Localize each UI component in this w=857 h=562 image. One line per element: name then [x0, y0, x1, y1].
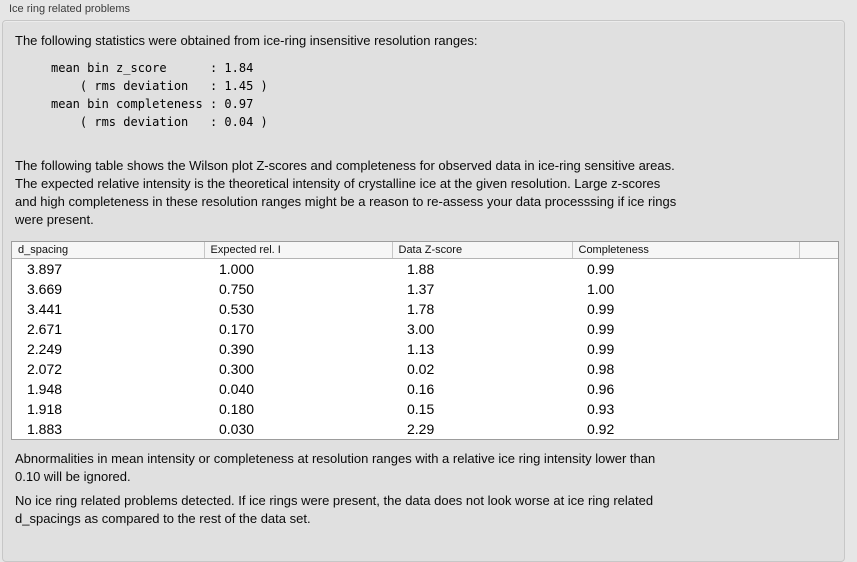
- ignore-threshold-note: Abnormalities in mean intensity or compl…: [15, 451, 656, 484]
- table-cell: 3.897: [12, 258, 204, 279]
- stats-intro-text: The following statistics were obtained f…: [15, 33, 478, 48]
- column-header-data-z-score[interactable]: Data Z-score: [392, 242, 573, 259]
- table-cell: 1.918: [12, 399, 204, 419]
- table-cell: 0.170: [204, 319, 392, 339]
- table-cell: 1.78: [392, 299, 572, 319]
- table-cell: 2.249: [12, 339, 204, 359]
- table-cell: [799, 279, 838, 299]
- table-cell: 1.883: [12, 419, 204, 439]
- table-cell: 0.99: [572, 258, 799, 279]
- table-cell: 0.750: [204, 279, 392, 299]
- ice-ring-table[interactable]: d_spacing Expected rel. I Data Z-score Comp…: [12, 242, 838, 439]
- table-cell: 0.99: [572, 339, 799, 359]
- ice-ring-table-container: d_spacing Expected rel. I Data Z-score Comp…: [11, 241, 839, 440]
- table-cell: [799, 258, 838, 279]
- table-cell: 0.300: [204, 359, 392, 379]
- table-cell: 2.671: [12, 319, 204, 339]
- conclusion-text: No ice ring related problems detected. I…: [15, 493, 654, 526]
- table-row[interactable]: 3.897 1.000 1.88 0.99: [12, 258, 838, 279]
- table-cell: 0.040: [204, 379, 392, 399]
- table-cell: 1.88: [392, 258, 572, 279]
- table-description-text: The following table shows the Wilson plo…: [15, 158, 677, 227]
- table-row[interactable]: 1.948 0.040 0.16 0.96: [12, 379, 838, 399]
- table-cell: 0.16: [392, 379, 572, 399]
- table-row[interactable]: 3.669 0.750 1.37 1.00: [12, 279, 838, 299]
- table-cell: 3.669: [12, 279, 204, 299]
- table-row[interactable]: 2.249 0.390 1.13 0.99: [12, 339, 838, 359]
- table-row[interactable]: 2.072 0.300 0.02 0.98: [12, 359, 838, 379]
- table-cell: 3.441: [12, 299, 204, 319]
- table-cell: 0.92: [572, 419, 799, 439]
- table-cell: 0.99: [572, 299, 799, 319]
- table-cell: [799, 319, 838, 339]
- table-cell: 1.948: [12, 379, 204, 399]
- table-cell: 1.13: [392, 339, 572, 359]
- table-cell: 0.530: [204, 299, 392, 319]
- ice-ring-report-window: { "panel": { "title": "Ice ring related …: [2, 3, 845, 562]
- table-cell: 0.98: [572, 359, 799, 379]
- table-cell: 0.93: [572, 399, 799, 419]
- mean-bin-stats-block: mean bin z_score : 1.84 ( rms deviation …: [51, 61, 268, 129]
- table-row[interactable]: 3.441 0.530 1.78 0.99: [12, 299, 838, 319]
- column-header-expected-rel-i[interactable]: Expected rel. I: [204, 242, 393, 259]
- column-header-d-spacing[interactable]: d_spacing: [12, 242, 205, 259]
- table-cell: [799, 419, 838, 439]
- table-cell: 2.072: [12, 359, 204, 379]
- column-header-completeness[interactable]: Completeness: [572, 242, 800, 259]
- table-cell: [799, 359, 838, 379]
- table-cell: [799, 379, 838, 399]
- groupbox-title: Ice ring related problems: [9, 3, 131, 15]
- table-cell: [799, 339, 838, 359]
- table-cell: 0.390: [204, 339, 392, 359]
- table-cell: 0.030: [204, 419, 392, 439]
- table-cell: [799, 399, 838, 419]
- table-cell: 1.37: [392, 279, 572, 299]
- table-cell: [799, 299, 838, 319]
- table-cell: 0.02: [392, 359, 572, 379]
- table-cell: 0.96: [572, 379, 799, 399]
- table-header-row: d_spacing Expected rel. I Data Z-score Comp…: [12, 242, 838, 259]
- table-cell: 1.000: [204, 258, 392, 279]
- table-cell: 0.99: [572, 319, 799, 339]
- table-row[interactable]: 1.883 0.030 2.29 0.92: [12, 419, 838, 439]
- ice-ring-groupbox: The following statistics were obtained f…: [2, 20, 845, 562]
- table-cell: 3.00: [392, 319, 572, 339]
- table-cell: 0.180: [204, 399, 392, 419]
- table-row[interactable]: 1.918 0.180 0.15 0.93: [12, 399, 838, 419]
- table-cell: 1.00: [572, 279, 799, 299]
- table-cell: 0.15: [392, 399, 572, 419]
- table-row[interactable]: 2.671 0.170 3.00 0.99: [12, 319, 838, 339]
- column-header-empty[interactable]: [799, 242, 838, 259]
- table-cell: 2.29: [392, 419, 572, 439]
